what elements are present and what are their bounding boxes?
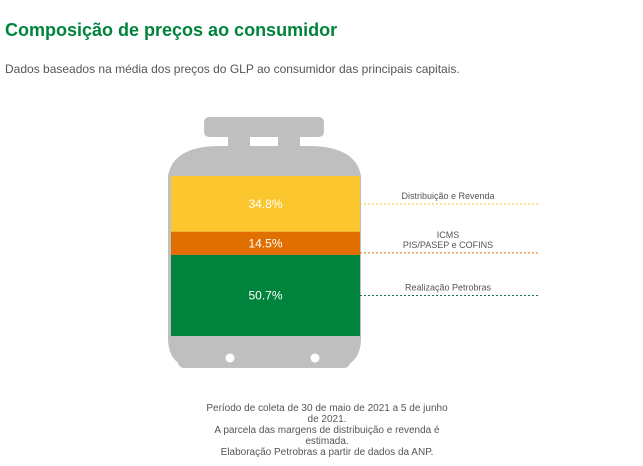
- cylinder-foot-ring: [178, 348, 350, 368]
- segment-value-label: 34.8%: [248, 197, 282, 211]
- footnote-line: Elaboração Petrobras a partir de dados d…: [220, 447, 434, 458]
- cylinder-foot-hole-right: [310, 353, 320, 363]
- chart-segments: 50.7% 14.5% 34.8%: [171, 176, 360, 336]
- footnote-line: A parcela das margens de distribuição e …: [214, 425, 440, 447]
- cylinder-collar-left: [228, 134, 250, 148]
- cylinder-collar-right: [278, 134, 300, 148]
- page-title: Composição de preços ao consumidor: [5, 20, 338, 40]
- segment-bar: [171, 254, 360, 336]
- page-subtitle: Dados baseados na média dos preços do GL…: [5, 62, 460, 76]
- cylinder-valve-cap: [204, 117, 324, 137]
- legend-label: ICMS: [437, 230, 460, 240]
- legend-label: Realização Petrobras: [405, 282, 492, 292]
- cylinder-foot-hole-left: [225, 353, 235, 363]
- segment-bar: [171, 176, 360, 232]
- legend-label: Distribuição e Revenda: [401, 191, 494, 201]
- segment-value-label: 50.7%: [248, 288, 282, 302]
- legend-label: PIS/PASEP e COFINS: [403, 240, 493, 250]
- source-footnote: Período de coleta de 30 de maio de 2021 …: [205, 403, 449, 458]
- footnote-line: Período de coleta de 30 de maio de 2021 …: [206, 403, 448, 425]
- segment-value-label: 14.5%: [248, 236, 282, 250]
- segment-bar: [171, 231, 360, 255]
